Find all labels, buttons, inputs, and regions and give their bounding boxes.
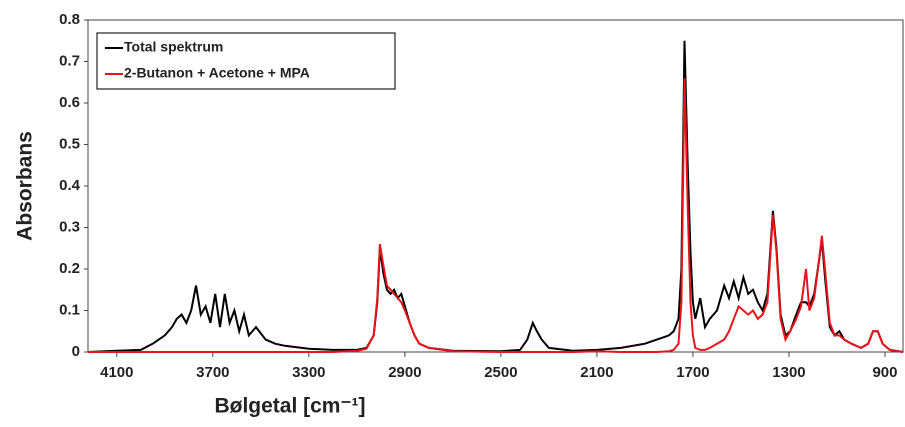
y-tick-label: 0.5 — [59, 135, 80, 152]
x-tick-label: 1300 — [772, 364, 805, 381]
legend-box — [96, 32, 396, 90]
x-axis-label: Bølgetal [cm⁻¹] — [214, 395, 365, 418]
legend-label: Total spektrum — [124, 39, 223, 55]
x-tick-label: 2100 — [580, 364, 613, 381]
series-line — [87, 40, 904, 353]
x-tick-label: 3300 — [292, 364, 325, 381]
y-tick-label: 0.3 — [59, 218, 80, 235]
y-tick-label: 0.7 — [59, 52, 80, 69]
x-tick-label: 2500 — [484, 364, 517, 381]
x-tick-label: 2900 — [388, 364, 421, 381]
x-tick-label: 3700 — [196, 364, 229, 381]
x-tick-label: 4100 — [100, 364, 133, 381]
legend-label: 2-Butanon + Acetone + MPA — [124, 65, 310, 81]
x-tick-label: 900 — [872, 364, 897, 381]
y-tick-label: 0 — [72, 343, 80, 360]
series-line — [88, 78, 904, 353]
y-tick-label: 0.1 — [59, 301, 80, 318]
y-tick-label: 0.6 — [59, 94, 80, 111]
x-tick-label: 1700 — [676, 364, 709, 381]
y-tick-label: 0.8 — [59, 11, 80, 28]
y-tick-label: 0.2 — [59, 260, 80, 277]
y-tick-label: 0.4 — [59, 177, 81, 194]
y-axis-label: Absorbans — [14, 131, 37, 241]
